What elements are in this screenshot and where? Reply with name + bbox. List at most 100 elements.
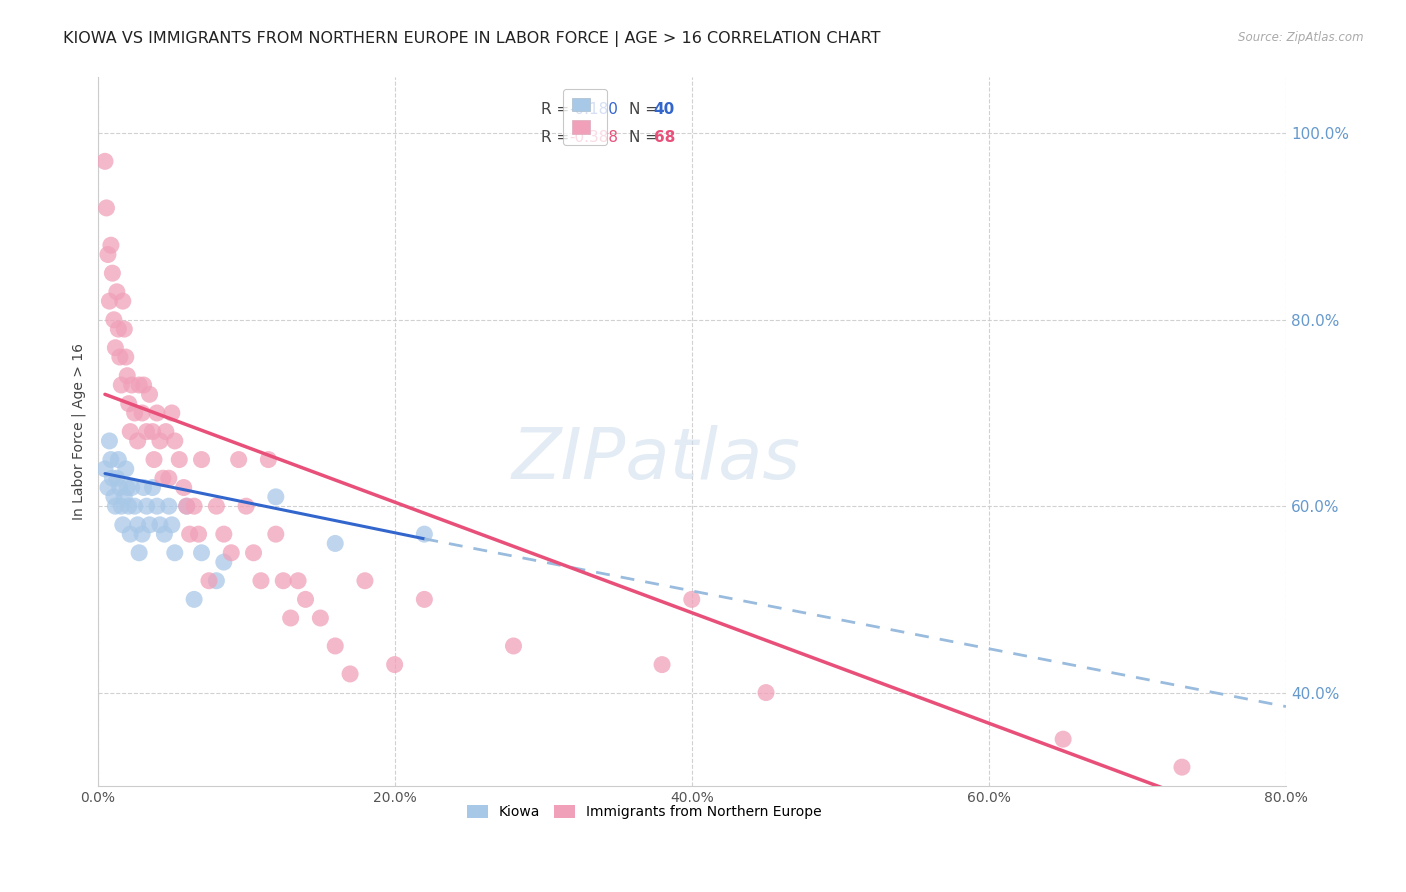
Point <box>384 657 406 672</box>
Point <box>110 499 132 513</box>
Point <box>242 546 264 560</box>
Point <box>120 527 142 541</box>
Point <box>107 322 129 336</box>
Legend: Kiowa, Immigrants from Northern Europe: Kiowa, Immigrants from Northern Europe <box>461 800 827 825</box>
Point <box>149 517 172 532</box>
Point <box>219 546 242 560</box>
Point <box>323 639 346 653</box>
Point <box>118 499 141 513</box>
Point <box>183 499 205 513</box>
Point <box>176 499 198 513</box>
Point <box>128 546 150 560</box>
Point <box>128 378 150 392</box>
Point <box>138 387 160 401</box>
Point <box>97 481 120 495</box>
Point <box>155 425 177 439</box>
Point <box>294 592 316 607</box>
Point <box>103 312 125 326</box>
Text: R =: R = <box>541 130 574 145</box>
Text: R =: R = <box>541 102 574 117</box>
Point <box>323 536 346 550</box>
Point <box>94 154 117 169</box>
Point <box>264 490 287 504</box>
Text: 68: 68 <box>654 130 675 145</box>
Point <box>135 425 157 439</box>
Point <box>121 378 143 392</box>
Point <box>502 639 524 653</box>
Point <box>1171 760 1194 774</box>
Text: ZIPatlas: ZIPatlas <box>512 425 800 494</box>
Point <box>127 434 149 448</box>
Point <box>179 527 201 541</box>
Point <box>114 350 136 364</box>
Text: -0.388: -0.388 <box>569 130 619 145</box>
Point <box>212 527 235 541</box>
Y-axis label: In Labor Force | Age > 16: In Labor Force | Age > 16 <box>72 343 86 520</box>
Point <box>112 490 135 504</box>
Point <box>190 452 212 467</box>
Point <box>108 481 131 495</box>
Point <box>163 434 186 448</box>
Point <box>651 657 673 672</box>
Point <box>152 471 174 485</box>
Point <box>287 574 309 588</box>
Point <box>141 481 163 495</box>
Point <box>173 481 195 495</box>
Point <box>111 517 134 532</box>
Point <box>117 481 139 495</box>
Point <box>160 406 183 420</box>
Point <box>205 574 228 588</box>
Point <box>111 294 134 309</box>
Point <box>1052 732 1074 747</box>
Point <box>135 499 157 513</box>
Point <box>94 462 117 476</box>
Point <box>339 667 361 681</box>
Point <box>146 406 169 420</box>
Point <box>163 546 186 560</box>
Point <box>413 592 436 607</box>
Point <box>228 452 250 467</box>
Point <box>101 266 124 280</box>
Text: KIOWA VS IMMIGRANTS FROM NORTHERN EUROPE IN LABOR FORCE | AGE > 16 CORRELATION C: KIOWA VS IMMIGRANTS FROM NORTHERN EUROPE… <box>63 31 880 47</box>
Point <box>121 481 143 495</box>
Point <box>112 322 135 336</box>
Point <box>114 462 136 476</box>
Point <box>96 201 118 215</box>
Point <box>149 434 172 448</box>
Point <box>107 452 129 467</box>
Point <box>141 425 163 439</box>
Text: N =: N = <box>628 102 662 117</box>
Point <box>280 611 302 625</box>
Point <box>143 452 166 467</box>
Point <box>146 499 169 513</box>
Point <box>153 527 176 541</box>
Point <box>98 294 121 309</box>
Point <box>105 285 128 299</box>
Point <box>108 350 131 364</box>
Point <box>104 499 127 513</box>
Point <box>183 592 205 607</box>
Point <box>131 527 153 541</box>
Point <box>124 499 146 513</box>
Point <box>167 452 190 467</box>
Point <box>100 452 122 467</box>
Point <box>235 499 257 513</box>
Point <box>127 517 149 532</box>
Point <box>354 574 377 588</box>
Point <box>103 490 125 504</box>
Point <box>187 527 209 541</box>
Point <box>101 471 124 485</box>
Point <box>160 517 183 532</box>
Point <box>120 425 142 439</box>
Point <box>138 517 160 532</box>
Point <box>157 471 180 485</box>
Point <box>413 527 436 541</box>
Point <box>309 611 332 625</box>
Point <box>117 368 139 383</box>
Point <box>110 378 132 392</box>
Point <box>105 471 128 485</box>
Point <box>132 378 155 392</box>
Point <box>100 238 122 252</box>
Point <box>755 685 778 699</box>
Point <box>97 247 120 261</box>
